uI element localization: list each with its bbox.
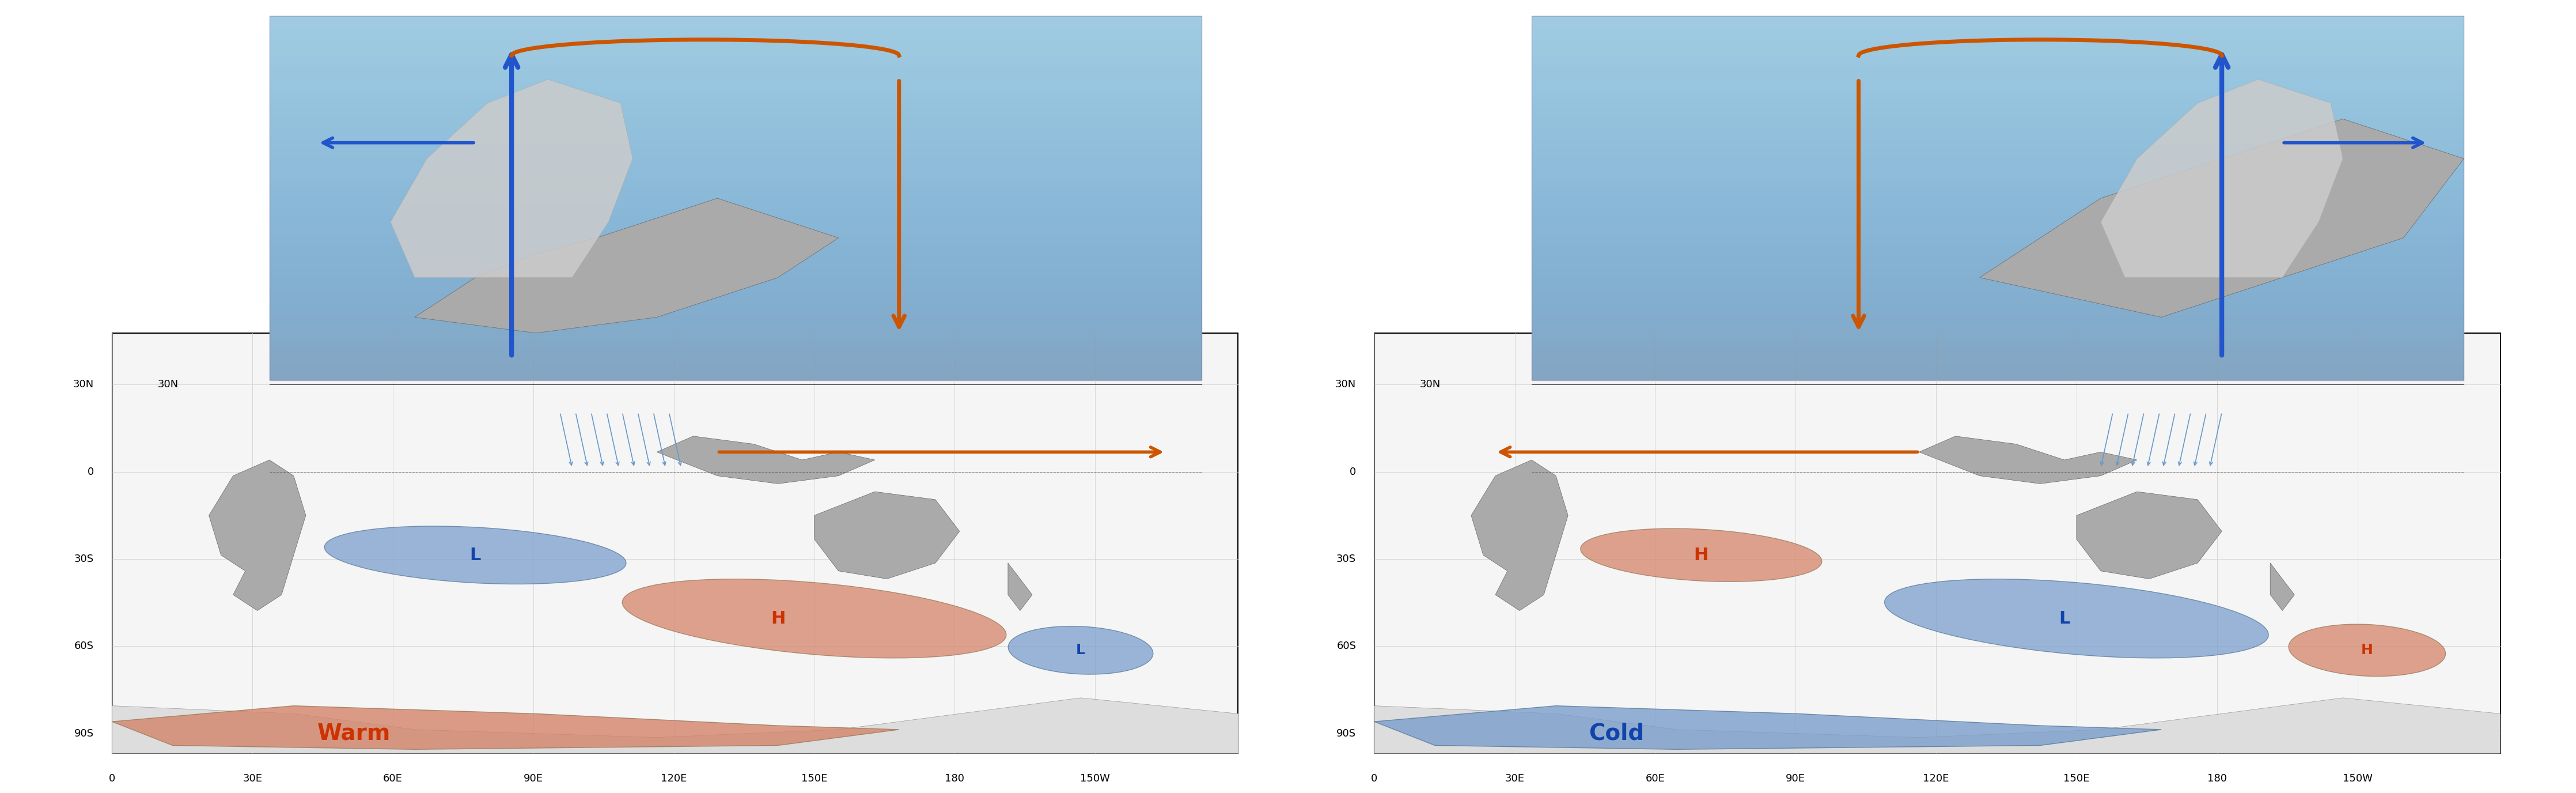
Text: L: L <box>2058 610 2071 627</box>
Text: 30S: 30S <box>1337 554 1355 565</box>
Ellipse shape <box>1582 528 1821 582</box>
Text: Warm: Warm <box>317 722 392 745</box>
Text: Cold: Cold <box>1589 722 1643 745</box>
Text: 120E: 120E <box>662 773 688 783</box>
Polygon shape <box>657 436 876 484</box>
Text: 90S: 90S <box>75 728 93 739</box>
Polygon shape <box>113 706 899 749</box>
Text: 180: 180 <box>945 773 963 783</box>
Text: H: H <box>1695 546 1708 564</box>
Text: 30N: 30N <box>157 379 178 390</box>
Polygon shape <box>392 79 634 278</box>
Text: 60E: 60E <box>1646 773 1664 783</box>
Polygon shape <box>113 333 1239 753</box>
Text: 30N: 30N <box>1334 379 1355 390</box>
Ellipse shape <box>1886 579 2269 658</box>
Polygon shape <box>1533 16 2463 381</box>
Text: 0: 0 <box>1350 466 1355 477</box>
Text: 60S: 60S <box>1337 641 1355 652</box>
Text: 90E: 90E <box>1785 773 1806 783</box>
Polygon shape <box>1376 706 2161 749</box>
Text: 120E: 120E <box>1924 773 1950 783</box>
Text: H: H <box>770 610 786 627</box>
Ellipse shape <box>1007 626 1154 674</box>
Text: H: H <box>2362 643 2372 657</box>
Polygon shape <box>270 16 1200 381</box>
Text: 150W: 150W <box>2342 773 2372 783</box>
Polygon shape <box>2102 79 2344 278</box>
Text: 150W: 150W <box>1079 773 1110 783</box>
Polygon shape <box>1471 460 1569 611</box>
Polygon shape <box>2269 563 2295 611</box>
Ellipse shape <box>2287 624 2445 676</box>
Polygon shape <box>814 492 958 579</box>
Ellipse shape <box>623 579 1007 658</box>
Polygon shape <box>1978 119 2463 317</box>
Text: 60S: 60S <box>75 641 93 652</box>
Text: 0: 0 <box>88 466 93 477</box>
Text: 30E: 30E <box>1504 773 1525 783</box>
Text: 0: 0 <box>108 773 116 783</box>
Text: 150E: 150E <box>2063 773 2089 783</box>
Polygon shape <box>1007 563 1033 611</box>
Text: 30S: 30S <box>75 554 93 565</box>
Ellipse shape <box>325 526 626 584</box>
Polygon shape <box>209 460 307 611</box>
Text: 150E: 150E <box>801 773 827 783</box>
Text: 30E: 30E <box>242 773 263 783</box>
Text: 30N: 30N <box>72 379 93 390</box>
Polygon shape <box>1376 333 2501 753</box>
Polygon shape <box>1376 698 2501 753</box>
Text: 90E: 90E <box>523 773 544 783</box>
Text: 0: 0 <box>1370 773 1378 783</box>
Text: L: L <box>1077 643 1084 657</box>
Polygon shape <box>415 198 840 333</box>
Text: 60E: 60E <box>384 773 402 783</box>
Polygon shape <box>113 698 1239 753</box>
Text: 90S: 90S <box>1337 728 1355 739</box>
Polygon shape <box>2076 492 2221 579</box>
Polygon shape <box>1919 436 2138 484</box>
Text: 30N: 30N <box>1419 379 1440 390</box>
Text: L: L <box>469 546 482 564</box>
Text: 180: 180 <box>2208 773 2226 783</box>
